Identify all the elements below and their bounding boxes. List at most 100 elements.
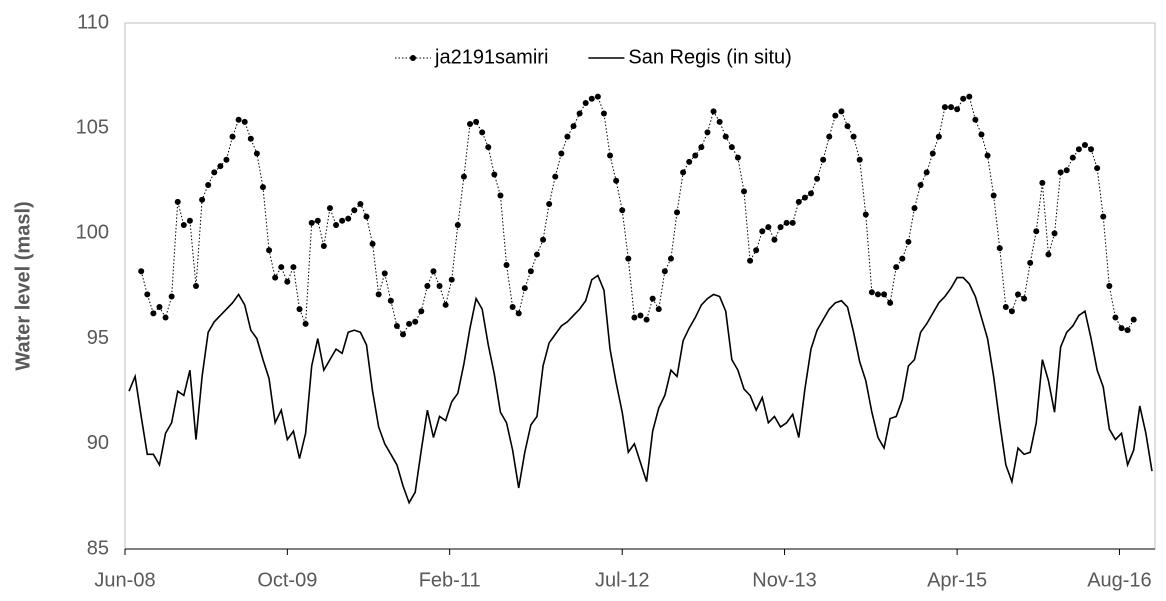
data-point	[1063, 167, 1070, 174]
data-point	[856, 156, 863, 163]
data-point	[570, 123, 577, 130]
data-point	[1088, 146, 1095, 153]
data-point	[771, 236, 778, 243]
y-tick-label: 110	[77, 11, 109, 33]
data-point	[223, 156, 230, 163]
data-point	[138, 268, 145, 275]
data-point	[351, 207, 358, 214]
data-point	[777, 224, 784, 231]
legend-marker	[410, 55, 416, 61]
data-point	[765, 224, 772, 231]
data-point	[1039, 179, 1046, 186]
data-point	[1021, 295, 1028, 302]
data-point	[747, 257, 754, 264]
data-point	[911, 205, 918, 212]
y-tick-label: 95	[87, 327, 109, 349]
data-point	[466, 120, 473, 127]
data-point	[686, 158, 693, 165]
data-point	[150, 310, 157, 317]
data-point	[144, 291, 151, 298]
data-point	[1130, 316, 1137, 323]
data-point	[881, 291, 888, 298]
data-point	[893, 264, 900, 271]
data-point	[868, 289, 875, 296]
data-point	[326, 205, 333, 212]
data-point	[972, 116, 979, 123]
data-point	[174, 198, 181, 205]
data-point	[558, 150, 565, 157]
data-point	[247, 135, 254, 142]
data-point	[874, 291, 881, 298]
data-point	[844, 123, 851, 130]
data-point	[753, 247, 760, 254]
data-point	[564, 133, 571, 140]
x-tick-label: Jun-08	[94, 569, 155, 591]
data-point	[253, 150, 260, 157]
data-point	[1033, 228, 1040, 235]
data-point	[369, 240, 376, 247]
data-point	[899, 255, 906, 262]
data-point	[412, 318, 419, 325]
data-point	[430, 268, 437, 275]
data-point	[1045, 251, 1052, 258]
data-point	[801, 194, 808, 201]
data-point	[978, 131, 985, 138]
data-point	[393, 322, 400, 329]
data-point	[333, 221, 340, 228]
data-point	[710, 108, 717, 115]
data-point	[625, 255, 632, 262]
data-point	[199, 196, 206, 203]
data-point	[661, 268, 668, 275]
data-point	[960, 95, 967, 102]
data-point	[162, 314, 169, 321]
data-point	[600, 110, 607, 117]
data-point	[186, 217, 193, 224]
data-point	[314, 217, 321, 224]
data-point	[996, 245, 1003, 252]
data-point	[272, 274, 279, 281]
data-point	[1027, 259, 1034, 266]
data-point	[406, 320, 413, 327]
data-point	[1106, 283, 1113, 289]
x-tick-label: Feb-11	[419, 569, 481, 591]
data-point	[302, 320, 309, 327]
data-point	[241, 118, 248, 125]
data-point	[156, 304, 163, 311]
data-point	[1008, 308, 1015, 315]
data-point	[1051, 230, 1058, 237]
data-point	[345, 215, 352, 222]
data-point	[728, 144, 735, 151]
data-point	[716, 118, 723, 125]
y-axis-title: Water level (masl)	[12, 201, 34, 370]
data-point	[290, 264, 297, 271]
data-point	[217, 163, 224, 170]
data-point	[832, 112, 839, 119]
data-point	[418, 308, 425, 315]
data-point	[740, 188, 747, 195]
data-point	[783, 219, 790, 226]
data-point	[631, 314, 638, 321]
data-point	[820, 156, 827, 163]
y-tick-label: 85	[87, 537, 109, 559]
data-point	[235, 116, 242, 123]
data-point	[363, 213, 370, 220]
data-point	[862, 211, 869, 218]
data-point	[1069, 154, 1076, 161]
data-point	[497, 192, 504, 199]
plot-frame	[124, 22, 1156, 550]
x-tick-label: Aug-16	[1087, 569, 1152, 591]
data-point	[229, 133, 236, 140]
data-point	[917, 182, 924, 189]
data-point	[667, 255, 674, 262]
data-point	[479, 129, 486, 136]
data-point	[515, 310, 522, 317]
data-point	[1094, 165, 1101, 172]
data-point	[698, 144, 705, 151]
data-point	[990, 192, 997, 199]
data-point	[576, 110, 583, 117]
data-point	[473, 118, 480, 125]
data-point	[308, 219, 315, 226]
data-point	[704, 129, 711, 136]
